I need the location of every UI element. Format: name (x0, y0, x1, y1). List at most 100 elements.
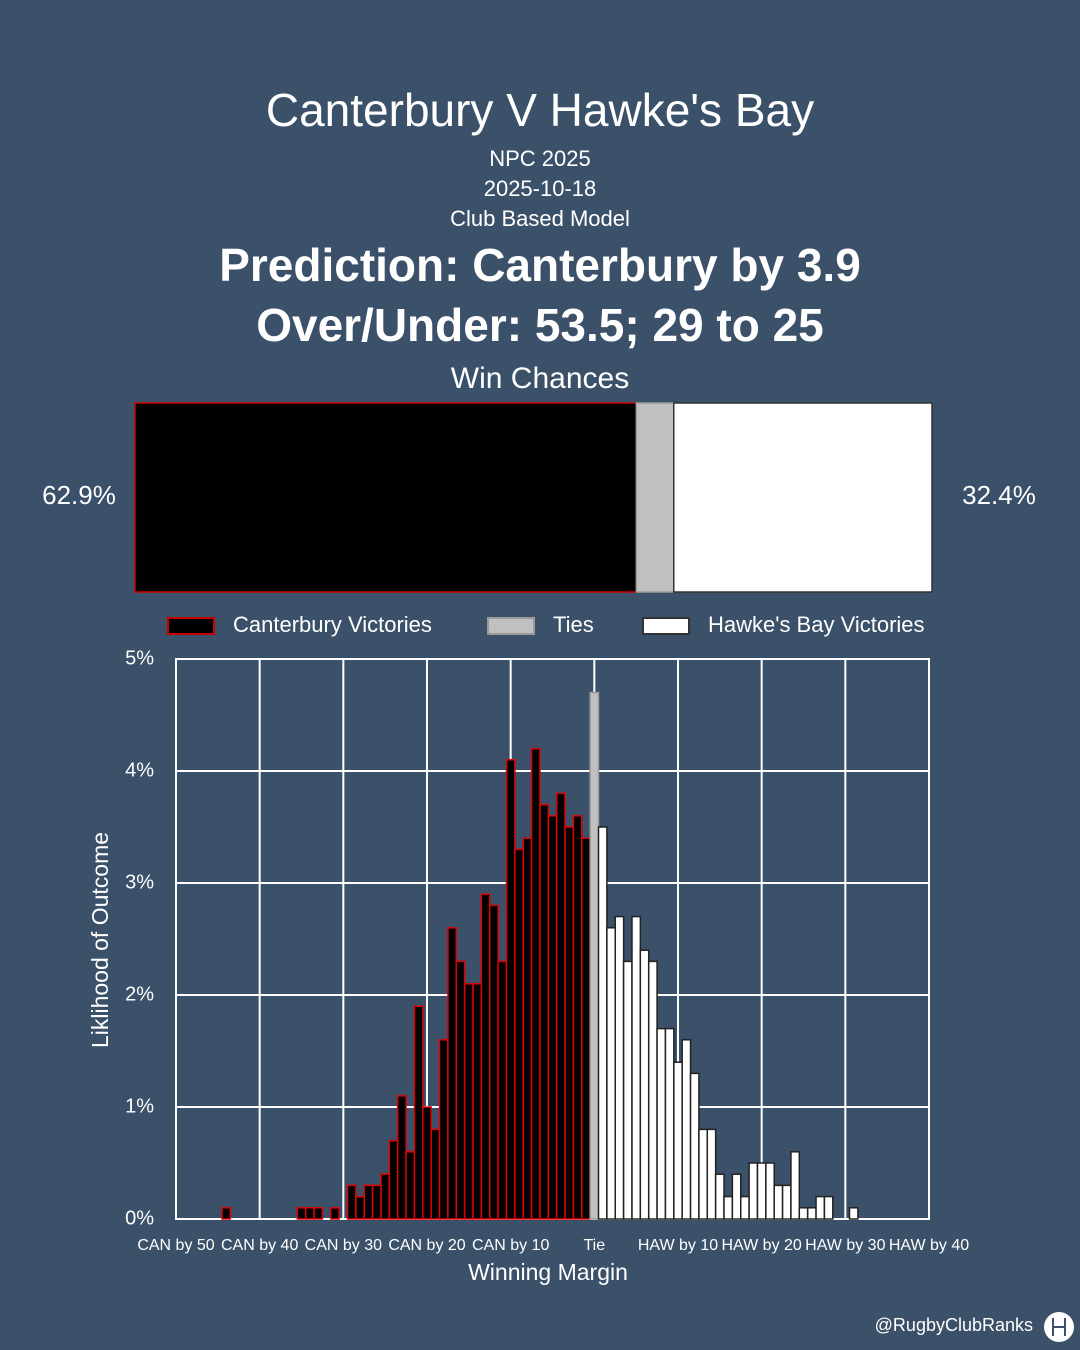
logo-mark (1052, 1318, 1066, 1336)
histogram-bar (363, 1184, 374, 1220)
histogram-bar (463, 983, 474, 1220)
histogram-bar (405, 1151, 416, 1220)
x-tick-label: CAN by 30 (305, 1237, 382, 1254)
histogram-bar (656, 1027, 667, 1220)
legend-marker (487, 617, 535, 635)
histogram-bar (438, 1039, 449, 1220)
histogram-bar (631, 915, 642, 1220)
histogram-bar (806, 1207, 817, 1220)
legend-label: Hawke's Bay Victories (708, 612, 925, 637)
histogram-bar (698, 1128, 709, 1220)
histogram-bar (447, 927, 458, 1220)
histogram-bar (689, 1072, 700, 1220)
histogram-bar (455, 960, 466, 1220)
legend-marker (167, 617, 215, 635)
histogram-bar (355, 1195, 365, 1220)
subtitle: 2025-10-18 (484, 176, 597, 201)
y-tick-label: 5% (125, 647, 154, 669)
histogram-bar (781, 1184, 792, 1220)
x-tick-label: HAW by 20 (722, 1237, 802, 1254)
prediction: Prediction: Canterbury by 3.9 (219, 239, 861, 291)
histogram-bar (723, 1195, 734, 1220)
histogram-bar (313, 1207, 324, 1220)
histogram-bar (489, 904, 499, 1220)
histogram-bar (748, 1162, 759, 1220)
histogram-bar (606, 927, 617, 1220)
x-tick-label: HAW by 10 (638, 1237, 718, 1254)
y-axis-title: Liklihood of Outcome (87, 832, 113, 1048)
subtitle: NPC 2025 (489, 146, 591, 171)
y-tick-label: 4% (125, 759, 154, 781)
x-tick-label: CAN by 40 (221, 1237, 298, 1254)
histogram-bar (731, 1173, 742, 1220)
histogram-bar (514, 848, 524, 1220)
histogram-bar (664, 1027, 675, 1220)
x-tick-label: HAW by 30 (805, 1237, 885, 1254)
histogram-bar (848, 1207, 859, 1220)
histogram-bar (572, 815, 583, 1220)
histogram-bar (346, 1184, 357, 1220)
histogram-bar (597, 826, 608, 1220)
subtitle: Club Based Model (450, 206, 630, 231)
histogram-bar (714, 1173, 725, 1220)
legend-label: Ties (553, 612, 594, 637)
y-tick-label: 2% (125, 983, 154, 1005)
x-tick-label: CAN by 10 (472, 1237, 549, 1254)
histogram-bar (296, 1207, 307, 1220)
histogram-bar (815, 1195, 826, 1220)
x-tick-label: HAW by 40 (889, 1237, 969, 1254)
histogram-bar (472, 983, 483, 1220)
x-tick-label: Tie (584, 1237, 606, 1254)
histogram-bar (581, 837, 591, 1220)
histogram-bar (622, 960, 633, 1220)
histogram-bar (790, 1151, 801, 1220)
win-bar (673, 402, 933, 593)
histogram-bar (422, 1106, 432, 1220)
histogram-bar (564, 826, 575, 1220)
value-label: 62.9% (42, 480, 116, 510)
histogram-bar (773, 1184, 784, 1220)
histogram-bar (304, 1207, 315, 1220)
histogram-bar (647, 960, 658, 1220)
footer: @RugbyClubRanks (875, 1315, 1033, 1335)
legend-marker (642, 617, 690, 635)
value-label: 32.4% (962, 480, 1036, 510)
histogram-bar (798, 1207, 809, 1220)
bar-title: Win Chances (451, 362, 629, 395)
histogram-bar (756, 1162, 767, 1220)
x-tick-label: CAN by 20 (388, 1237, 465, 1254)
histogram-bar (555, 792, 566, 1220)
histogram-bar (396, 1095, 407, 1220)
x-tick-label: CAN by 50 (137, 1237, 214, 1254)
histogram-bar (547, 815, 558, 1220)
histogram-bar (530, 747, 541, 1220)
histogram-bar (330, 1207, 340, 1220)
histogram-bar (589, 691, 600, 1220)
histogram-bar (522, 837, 533, 1220)
win-bar (635, 402, 675, 593)
histogram-bar (639, 949, 650, 1220)
histogram-bar (765, 1162, 775, 1220)
prediction: Over/Under: 53.5; 29 to 25 (256, 299, 824, 351)
histogram-bar (380, 1173, 391, 1220)
histogram-bar (221, 1207, 232, 1220)
histogram-bar (614, 915, 625, 1220)
legend-label: Canterbury Victories (233, 612, 432, 637)
histogram-bar (371, 1184, 382, 1220)
histogram-bar (413, 1005, 424, 1220)
histogram-bar (706, 1128, 717, 1220)
histogram-bar (823, 1195, 834, 1220)
histogram-bar (539, 803, 550, 1220)
histogram-bar (673, 1061, 683, 1220)
histogram-bar (480, 893, 491, 1220)
x-axis-title: Winning Margin (468, 1259, 628, 1285)
win-bar (134, 402, 638, 593)
histogram-bar (681, 1039, 692, 1220)
y-tick-label: 0% (125, 1207, 154, 1229)
y-tick-label: 1% (125, 1095, 154, 1117)
title: Canterbury V Hawke's Bay (266, 84, 814, 136)
y-tick-label: 3% (125, 871, 154, 893)
histogram-bar (497, 960, 508, 1220)
